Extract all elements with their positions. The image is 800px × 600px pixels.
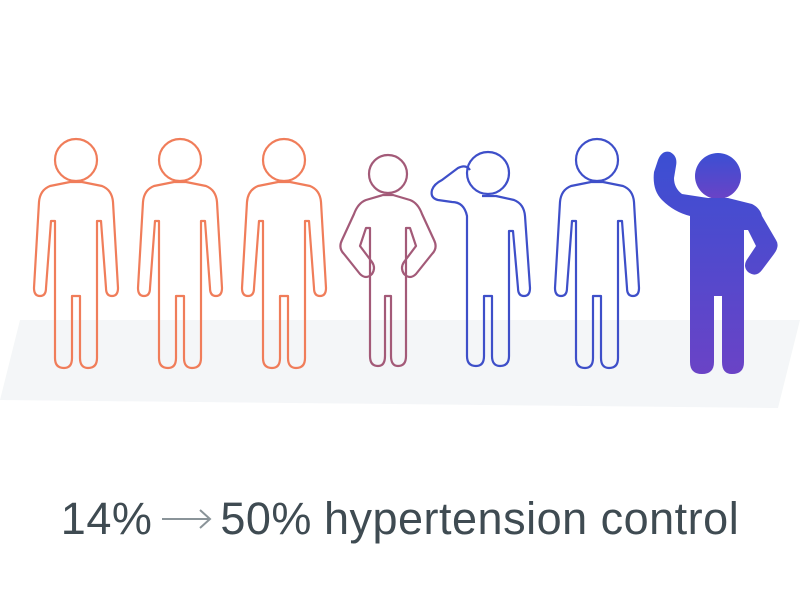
caption: 14% 50% hypertension control [0,484,800,554]
floor-band [0,320,800,408]
person-outline-4 [339,153,437,368]
caption-label: hypertension control [323,493,740,544]
person-outline-5 [430,150,532,368]
right-arrow-icon [162,509,212,529]
person-filled-7 [653,151,778,375]
end-value: 50% [220,493,312,544]
start-value: 14% [60,493,153,544]
